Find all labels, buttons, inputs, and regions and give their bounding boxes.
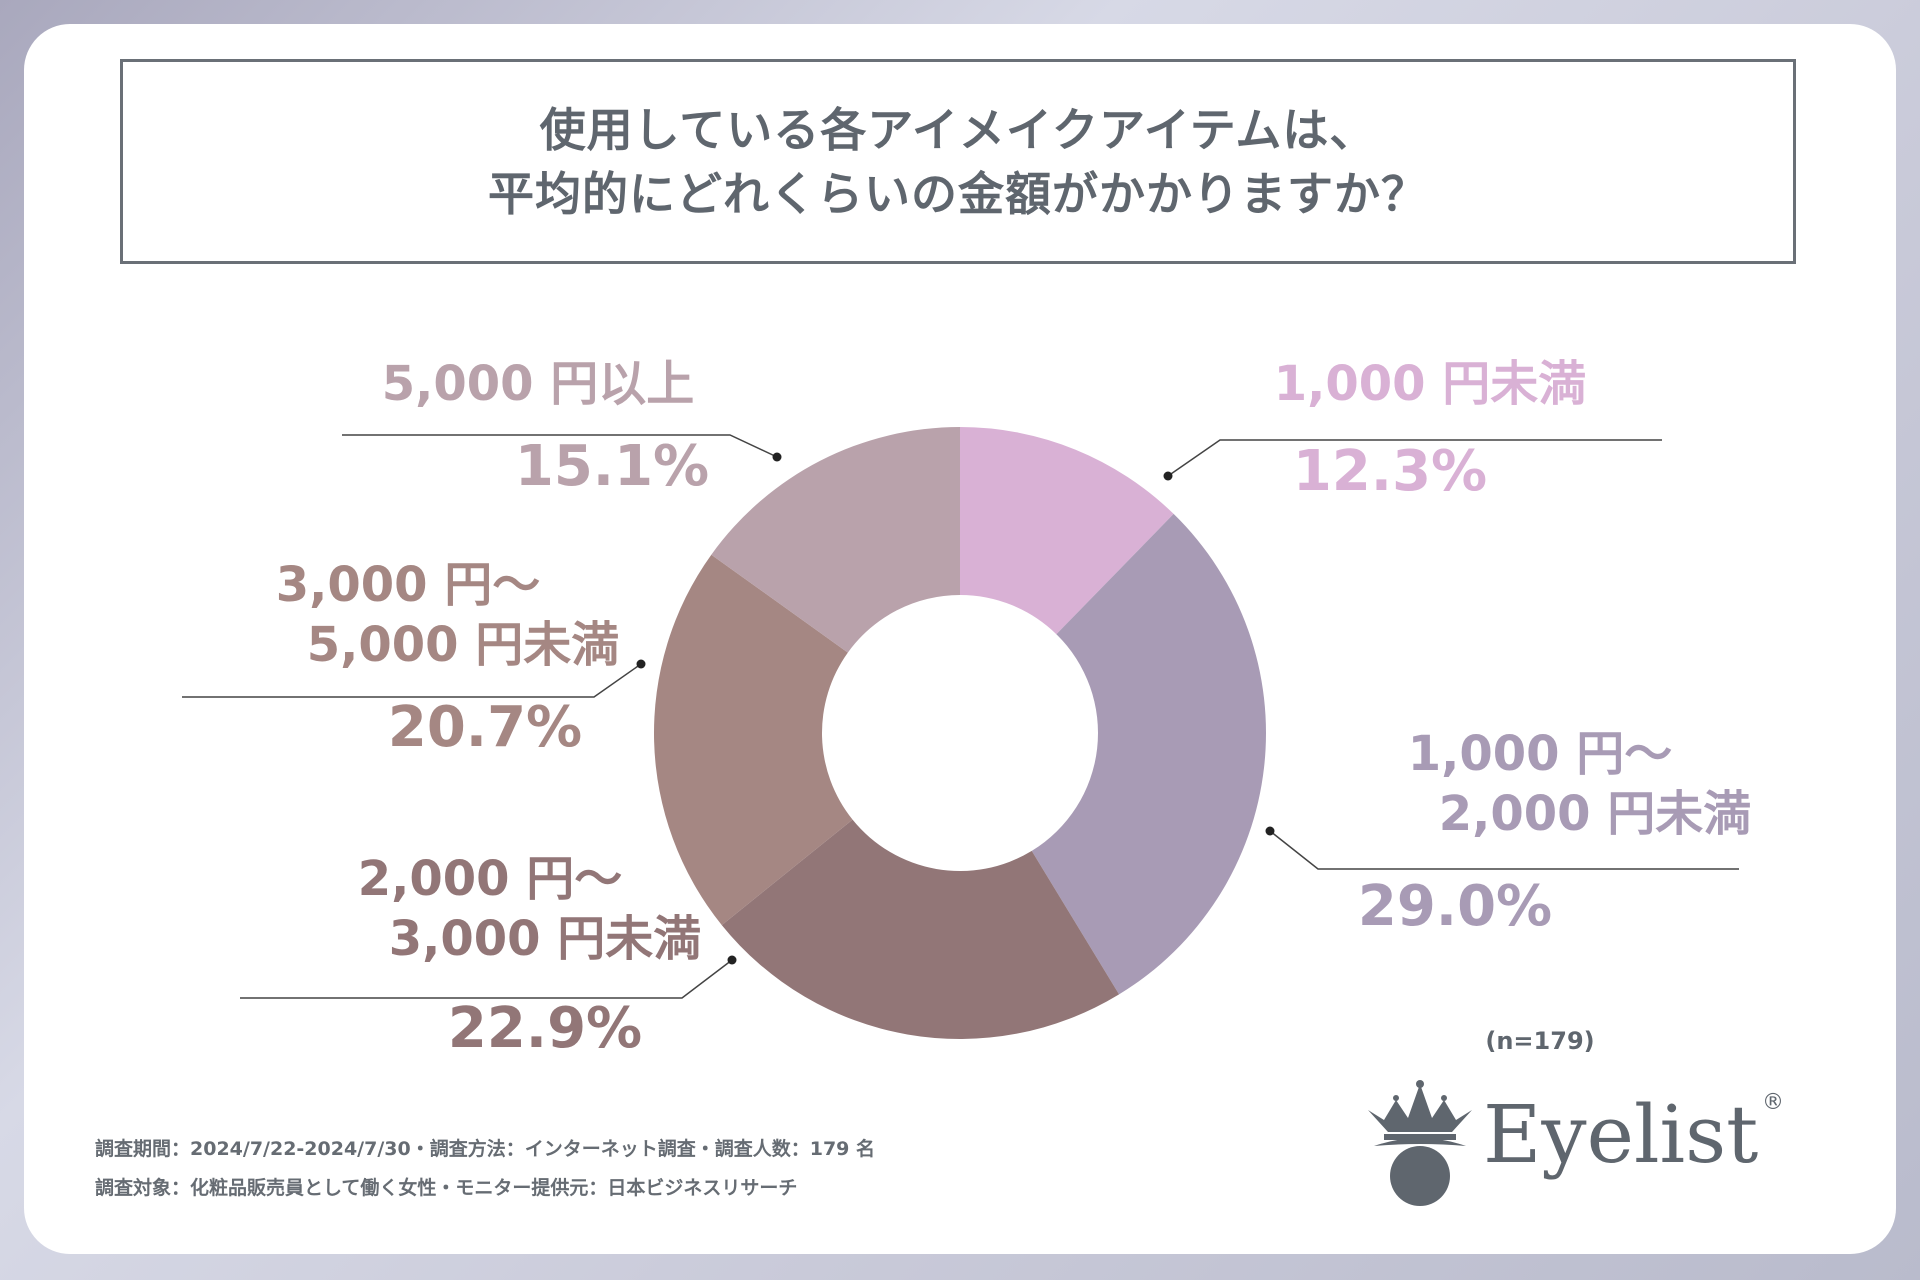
- chart-card: 使用している各アイメイクアイテムは、 平均的にどれくらいの金額がかかりますか？: [24, 24, 1896, 1254]
- crown-eye-icon: [1368, 1080, 1472, 1206]
- leader-dot-3: [727, 955, 737, 965]
- title-line-1: 使用している各アイメイクアイテムは、: [539, 102, 1377, 157]
- slice-percent-2: 29.0%: [1358, 874, 1552, 939]
- leader-line-2: [1269, 830, 1739, 870]
- donut-slice-2: [1031, 513, 1267, 995]
- donut-slice-1: [960, 427, 1174, 635]
- sample-size: (n=179): [1485, 1027, 1595, 1055]
- leader-dot-4: [636, 659, 646, 669]
- slice-label-5: 5,000 円以上: [382, 356, 695, 412]
- leader-dot-5: [772, 452, 782, 462]
- leader-line-3: [240, 959, 733, 999]
- brand-logo: Eyelist ®: [1360, 1070, 1800, 1215]
- leader-line-4: [182, 663, 642, 698]
- slice-label-1: 1,000 円未満: [1274, 356, 1587, 412]
- leader-dot-1: [1163, 471, 1173, 481]
- title-box: 使用している各アイメイクアイテムは、 平均的にどれくらいの金額がかかりますか？: [120, 59, 1796, 264]
- slice-percent-5: 15.1%: [515, 434, 709, 499]
- slice-label-4: 3,000 円～ 5,000 円未満: [276, 557, 620, 673]
- slice-percent-3: 22.9%: [448, 996, 642, 1061]
- title-line-2: 平均的にどれくらいの金額がかかりますか？: [488, 166, 1428, 221]
- slice-percent-4: 20.7%: [388, 695, 582, 760]
- donut-slice-4: [654, 554, 853, 926]
- slice-label-2: 1,000 円～ 2,000 円未満: [1408, 726, 1752, 842]
- leader-line-1: [1167, 439, 1662, 477]
- donut-slice-5: [711, 427, 960, 653]
- footer-line-1: 調査期間：2024/7/22-2024/7/30・調査方法：インターネット調査・…: [95, 1138, 876, 1160]
- logo-registered-mark: ®: [1762, 1090, 1784, 1115]
- leader-line-5: [342, 434, 778, 458]
- footer-line-2: 調査対象：化粧品販売員として働く女性・モニター提供元：日本ビジネスリサーチ: [95, 1177, 798, 1199]
- logo-text: Eyelist: [1483, 1088, 1759, 1181]
- slice-label-3: 2,000 円～ 3,000 円未満: [358, 851, 702, 967]
- donut-slice-3: [721, 819, 1120, 1039]
- slice-percent-1: 12.3%: [1293, 439, 1487, 504]
- leader-dot-2: [1265, 826, 1275, 836]
